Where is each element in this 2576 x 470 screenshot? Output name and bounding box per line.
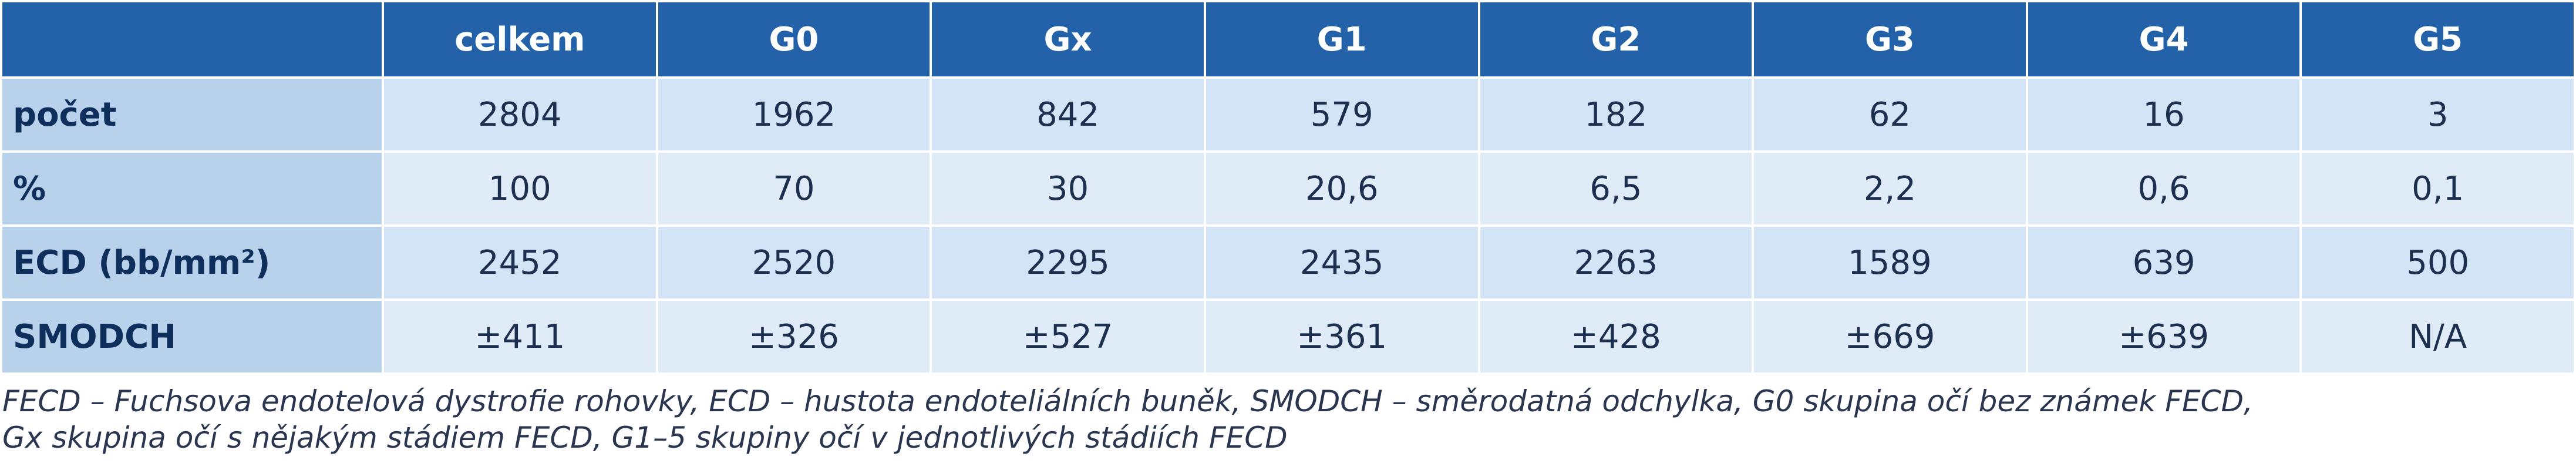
table-cell: ±326	[655, 298, 932, 375]
table-cell: 100	[382, 150, 658, 227]
table-cell: ±428	[1477, 298, 1755, 375]
table-cell: 2435	[1203, 224, 1480, 301]
table-cell: 1962	[655, 76, 932, 153]
footnote-line: FECD – Fuchsova endotelová dystrofie roh…	[2, 384, 2253, 418]
table-cell: ±527	[930, 298, 1206, 375]
row-label: SMODCH	[0, 298, 384, 375]
table-cell: 70	[655, 150, 932, 227]
table-cell: 579	[1203, 76, 1480, 153]
table-cell: ±361	[1203, 298, 1480, 375]
footnote: FECD – Fuchsova endotelová dystrofie roh…	[0, 375, 2576, 456]
table-cell: 842	[930, 76, 1206, 153]
table-row: % 100 70 30 20,6 6,5 2,2 0,6 0,1	[0, 150, 2576, 227]
table-cell: 0,1	[2299, 150, 2576, 227]
column-header: G0	[655, 0, 932, 79]
table-cell: 2804	[382, 76, 658, 153]
table-cell: 20,6	[1203, 150, 1480, 227]
column-header: G2	[1477, 0, 1755, 79]
table-cell: ±639	[2025, 298, 2302, 375]
table-cell: 2263	[1477, 224, 1755, 301]
table-cell: 182	[1477, 76, 1755, 153]
table-cell: ±411	[382, 298, 658, 375]
table-row: ECD (bb/mm²) 2452 2520 2295 2435 2263 1589 639 5…	[0, 224, 2576, 301]
column-header: G5	[2299, 0, 2576, 79]
table-row: SMODCH ±411 ±326 ±527 ±361 ±428 ±669 ±639 N/A	[0, 298, 2576, 375]
footnote-line: Gx skupina očí s nějakým stádiem FECD, G…	[2, 421, 1288, 455]
table-cell: 500	[2299, 224, 2576, 301]
table-cell: N/A	[2299, 298, 2576, 375]
table-row: počet 2804 1962 842 579 182 62 16 3	[0, 76, 2576, 153]
table-cell: ±669	[1752, 298, 2028, 375]
table-cell: 2452	[382, 224, 658, 301]
table-cell: 62	[1752, 76, 2028, 153]
column-header: G1	[1203, 0, 1480, 79]
table-cell: 3	[2299, 76, 2576, 153]
corner-cell	[0, 0, 384, 79]
table-cell: 2520	[655, 224, 932, 301]
table-cell: 30	[930, 150, 1206, 227]
row-label: %	[0, 150, 384, 227]
header-row: celkem G0 Gx G1 G2 G3 G4 G5	[0, 0, 2576, 79]
table-cell: 2,2	[1752, 150, 2028, 227]
table-cell: 2295	[930, 224, 1206, 301]
column-header: G4	[2025, 0, 2302, 79]
row-label: počet	[0, 76, 384, 153]
table-cell: 6,5	[1477, 150, 1755, 227]
table-body: počet 2804 1962 842 579 182 62 16 3% 100 70 30 20,6 6…	[0, 76, 2576, 375]
table-cell: 639	[2025, 224, 2302, 301]
table-cell: 1589	[1752, 224, 2028, 301]
column-header: celkem	[382, 0, 658, 79]
table-cell: 0,6	[2025, 150, 2302, 227]
column-header: Gx	[930, 0, 1206, 79]
column-header: G3	[1752, 0, 2028, 79]
data-table: celkem G0 Gx G1 G2 G3 G4 G5 počet 2804 1962 842 579…	[0, 0, 2576, 375]
table-cell: 16	[2025, 76, 2302, 153]
row-label: ECD (bb/mm²)	[0, 224, 384, 301]
